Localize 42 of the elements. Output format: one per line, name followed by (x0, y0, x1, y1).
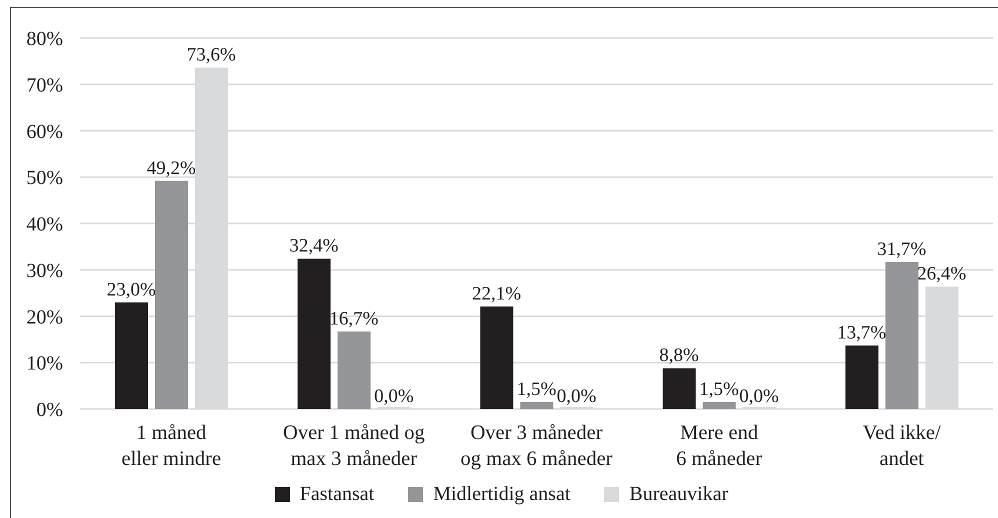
data-label: 1,5% (516, 379, 556, 400)
y-tick-label: 50% (26, 167, 63, 190)
legend-label: Bureauvikar (629, 482, 728, 506)
y-tick-label: 10% (26, 352, 63, 375)
y-tick-label: 20% (26, 306, 63, 328)
data-label: 0,0% (739, 386, 780, 407)
bar (480, 306, 514, 409)
bar (338, 332, 371, 409)
x-tick-label: Over 3 måneder og max 6 måneder (460, 422, 613, 470)
legend-label: Fastansat (300, 482, 374, 506)
bar (298, 258, 331, 409)
data-label: 23,0% (106, 279, 156, 300)
data-label: 26,4% (917, 264, 966, 285)
y-tick-label: 0% (36, 399, 63, 422)
bar (702, 402, 736, 409)
y-tick-label: 70% (26, 74, 63, 96)
bar (885, 262, 918, 409)
x-tick-label: Over 1 måned og max 3 måneder (283, 422, 425, 470)
data-label: 73,6% (186, 44, 236, 66)
data-label: 49,2% (146, 158, 196, 179)
data-label: 32,4% (289, 236, 339, 257)
x-tick-label: Mere end 6 måneder (676, 422, 762, 470)
x-tick-label: Ved ikke/ andet (862, 422, 941, 470)
data-label: 13,7% (837, 322, 886, 344)
legend-label: Midlertidig ansat (433, 482, 570, 506)
data-label: 0,0% (374, 386, 414, 407)
data-label: 1,5% (699, 379, 740, 400)
y-tick-label: 60% (26, 120, 63, 143)
y-tick-label: 30% (26, 260, 63, 282)
x-tick-label: 1 måned eller mindre (121, 422, 222, 470)
data-label: 16,7% (329, 308, 379, 330)
bar (115, 302, 148, 409)
bar (520, 402, 554, 409)
bar (155, 180, 188, 409)
bar (662, 368, 696, 409)
data-label: 22,1% (472, 284, 522, 305)
y-tick-label: 80% (26, 28, 63, 50)
y-tick-label: 40% (26, 214, 63, 236)
data-label: 0,0% (556, 386, 596, 407)
data-label: 31,7% (877, 238, 926, 260)
data-label: 8,8% (659, 345, 700, 366)
bar (845, 345, 878, 409)
